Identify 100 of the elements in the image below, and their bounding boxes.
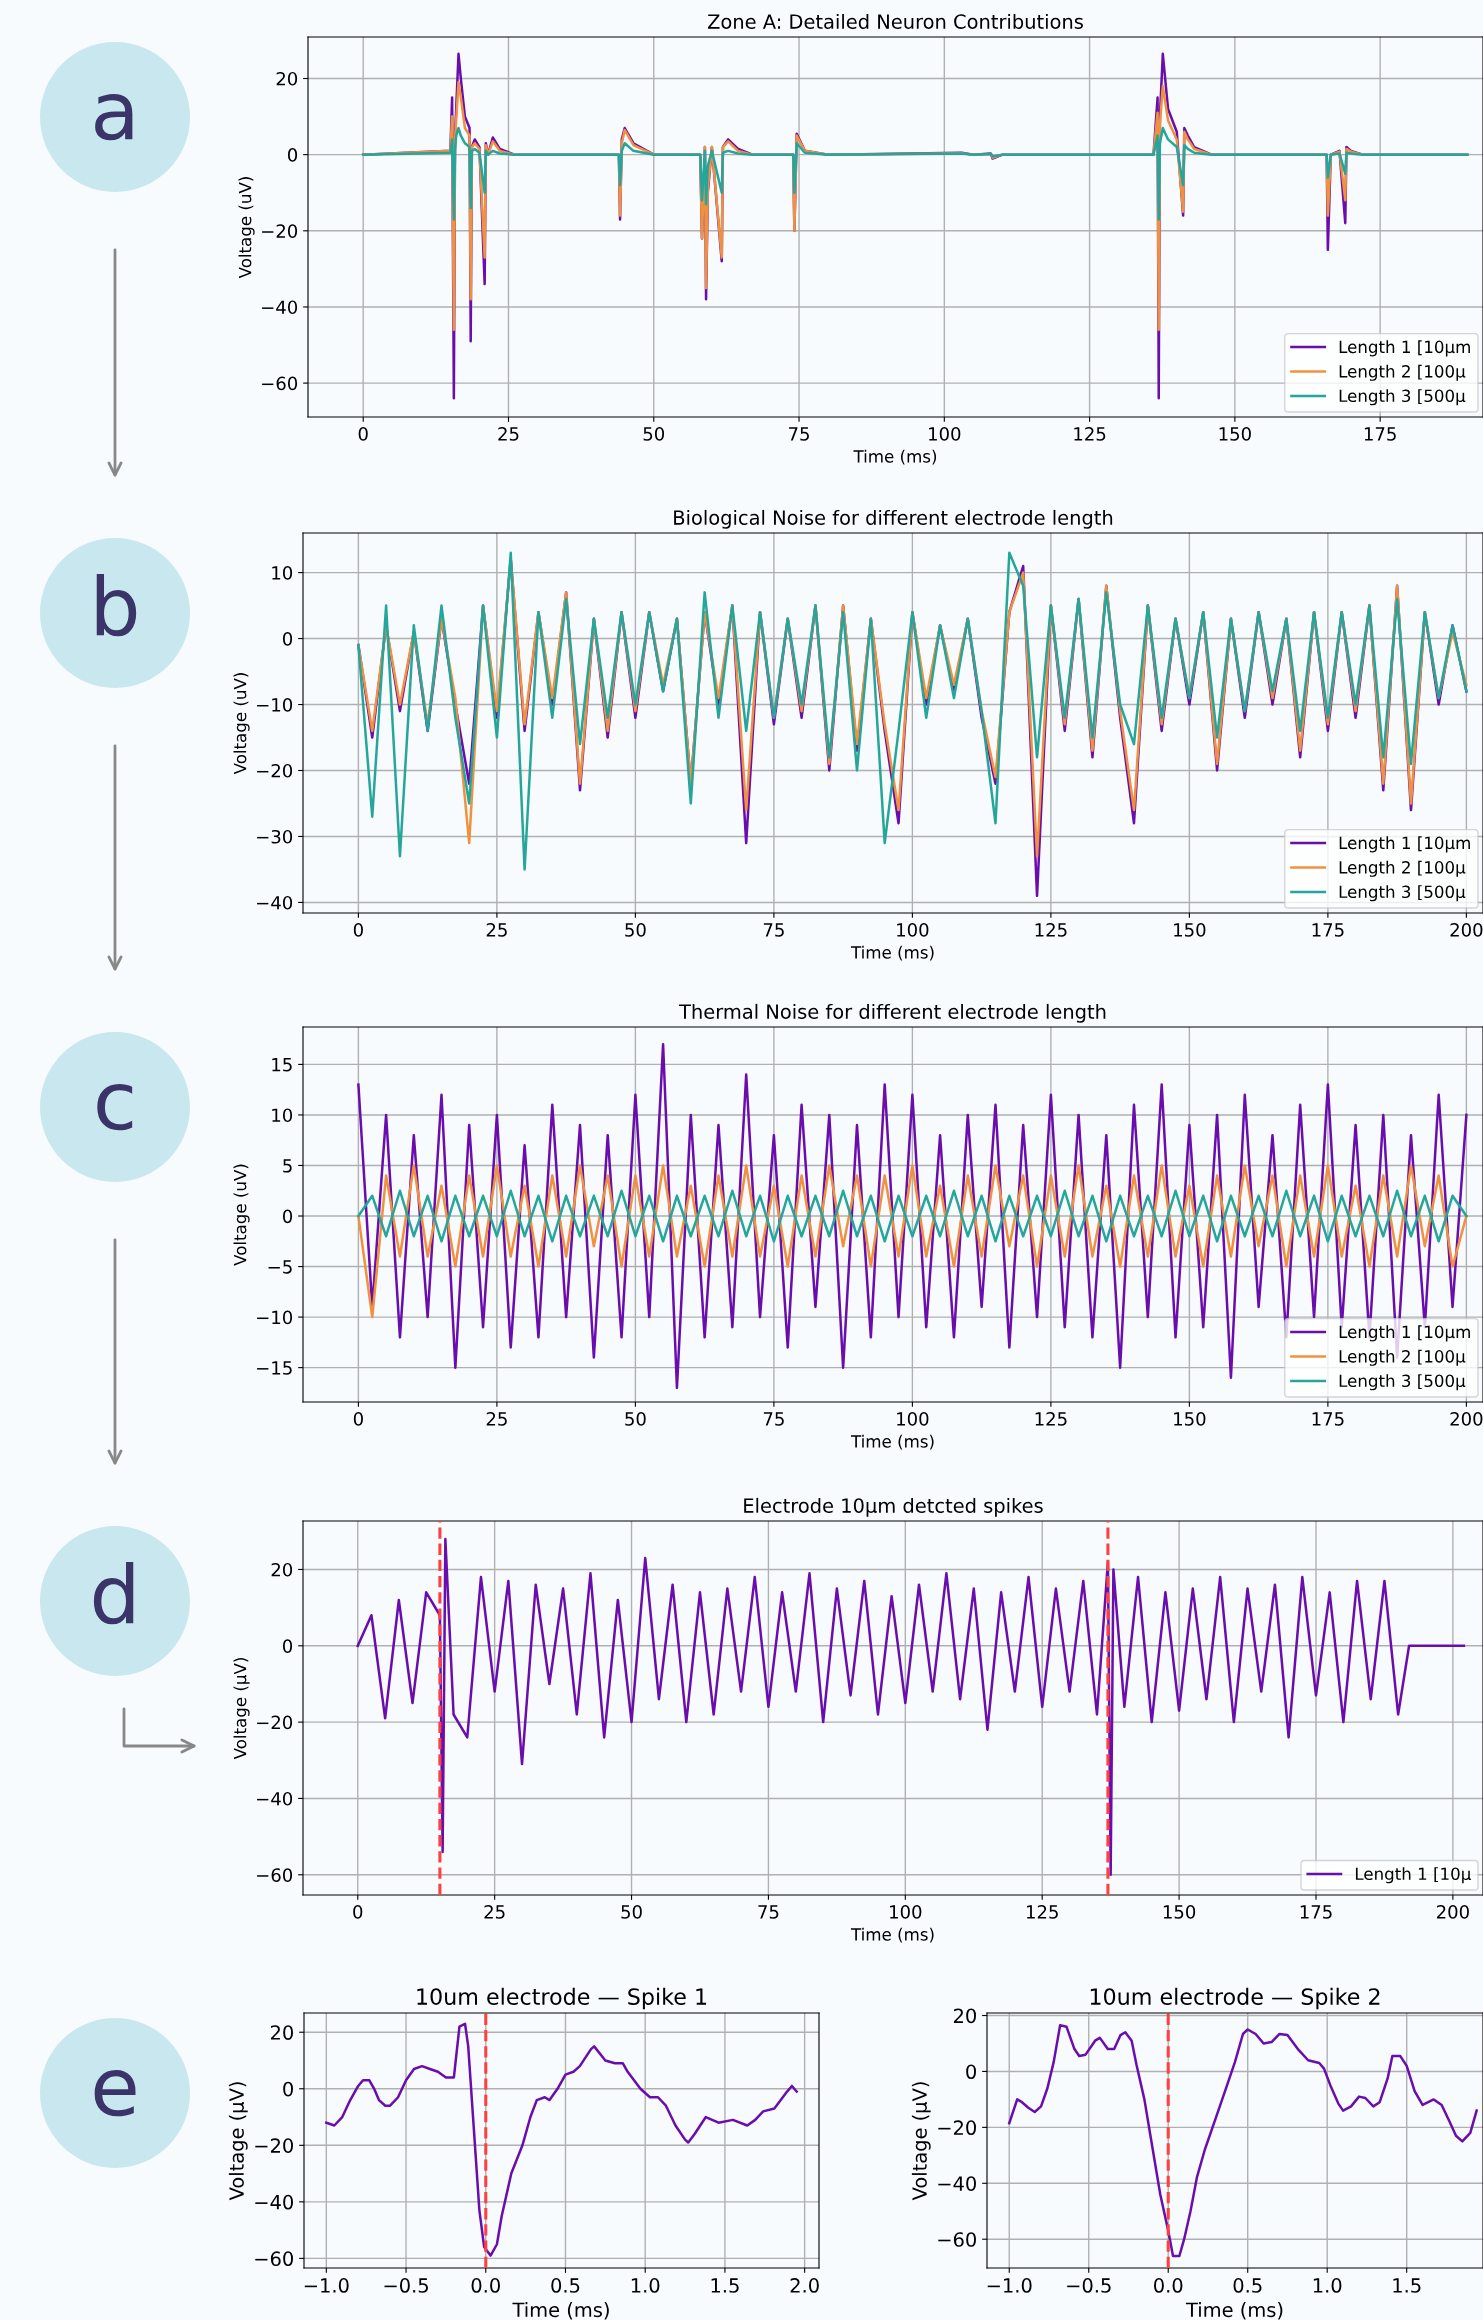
x-tick-label: 25 bbox=[486, 1412, 507, 1426]
y-tick-label: 10 bbox=[272, 566, 293, 580]
x-tick-label: 125 bbox=[1035, 923, 1067, 937]
legend-label: Length 3 [500µ bbox=[1339, 885, 1466, 902]
y-tick-label: −60 bbox=[255, 2251, 293, 2267]
legend-label: Length 2 [100µ bbox=[1339, 1349, 1466, 1366]
y-axis-title: Voltage (µV) bbox=[233, 1658, 250, 1760]
legend-label: Length 1 [10µ bbox=[1355, 1867, 1471, 1884]
y-tick-label: 0 bbox=[282, 1639, 293, 1653]
y-tick-label: −5 bbox=[268, 1260, 292, 1274]
x-tick-label: 200 bbox=[1436, 1905, 1469, 1919]
y-tick-label: −40 bbox=[257, 895, 293, 910]
y-tick-label: 20 bbox=[271, 1562, 293, 1577]
x-tick-label: 0.0 bbox=[471, 2278, 500, 2293]
x-tick-label: 1.5 bbox=[1393, 2278, 1421, 2293]
x-tick-label: 0.5 bbox=[1233, 2278, 1262, 2293]
x-tick-label: 175 bbox=[1312, 923, 1344, 937]
x-tick-label: 1.0 bbox=[1313, 2278, 1342, 2293]
x-tick-label: 175 bbox=[1300, 1905, 1332, 1919]
y-tick-label: −60 bbox=[257, 1868, 293, 1882]
chart-title: Zone A: Detailed Neuron Contributions bbox=[707, 13, 1083, 29]
y-tick-label: −60 bbox=[938, 2232, 976, 2247]
chart-title: Thermal Noise for different electrode length bbox=[678, 1003, 1106, 1023]
y-axis-title: Voltage (µV) bbox=[911, 2082, 931, 2201]
y-tick-label: 0 bbox=[287, 148, 298, 162]
x-tick-label: 0 bbox=[353, 923, 363, 937]
y-tick-label: 0 bbox=[282, 1209, 293, 1224]
chart-title: Biological Noise for different electrode length bbox=[674, 509, 1113, 529]
x-tick-label: 150 bbox=[1174, 1412, 1206, 1426]
x-tick-label: −0.5 bbox=[1067, 2278, 1111, 2293]
legend-label: Length 3 [500µ bbox=[1339, 1374, 1466, 1391]
x-tick-label: 0 bbox=[358, 427, 368, 441]
x-tick-label: 0 bbox=[353, 1412, 363, 1426]
y-tick-label: 5 bbox=[283, 1159, 292, 1173]
x-tick-label: 150 bbox=[1174, 923, 1206, 937]
chart-title: 10um electrode — Spike 1 bbox=[417, 1987, 707, 2010]
x-tick-label: 75 bbox=[789, 427, 809, 441]
x-tick-label: 25 bbox=[486, 923, 507, 937]
x-tick-label: 50 bbox=[625, 923, 646, 937]
x-tick-label: 75 bbox=[763, 1412, 784, 1426]
y-tick-label: −20 bbox=[257, 763, 293, 778]
x-tick-label: 100 bbox=[897, 923, 929, 937]
x-tick-label: 50 bbox=[643, 427, 665, 441]
y-tick-label: −15 bbox=[257, 1361, 292, 1375]
x-tick-label: 0.0 bbox=[1154, 2278, 1183, 2293]
x-axis-title: Time (ms) bbox=[853, 449, 937, 465]
x-tick-label: −1.0 bbox=[987, 2278, 1032, 2293]
x-tick-label: 150 bbox=[1163, 1905, 1196, 1919]
y-tick-label: −10 bbox=[257, 1310, 293, 1325]
x-tick-label: 25 bbox=[484, 1905, 505, 1919]
text: b bbox=[96, 574, 137, 637]
x-tick-label: −1.0 bbox=[304, 2278, 349, 2293]
y-tick-label: 20 bbox=[276, 71, 298, 86]
legend-label: Length 3 [500µ bbox=[1339, 389, 1466, 406]
x-tick-label: 1.5 bbox=[711, 2278, 739, 2293]
x-axis-title: Time (ms) bbox=[1185, 2302, 1283, 2320]
text: c bbox=[97, 1084, 133, 1131]
x-tick-label: 200 bbox=[1450, 923, 1483, 937]
y-tick-label: 20 bbox=[270, 2025, 293, 2040]
x-tick-label: 100 bbox=[890, 1905, 922, 1919]
x-tick-label: 100 bbox=[929, 427, 961, 441]
y-tick-label: −40 bbox=[262, 300, 298, 315]
y-tick-label: 10 bbox=[272, 1108, 293, 1123]
y-tick-label: 15 bbox=[272, 1058, 292, 1072]
x-tick-label: 50 bbox=[621, 1905, 642, 1919]
x-tick-label: 75 bbox=[763, 923, 784, 937]
x-tick-label: 25 bbox=[498, 427, 519, 441]
y-tick-label: −20 bbox=[938, 2120, 976, 2136]
x-tick-label: 100 bbox=[897, 1412, 929, 1426]
y-tick-label: −60 bbox=[262, 376, 298, 391]
legend-label: Length 2 [100µ bbox=[1339, 364, 1466, 381]
x-tick-label: 1.0 bbox=[631, 2278, 660, 2293]
y-tick-label: 0 bbox=[282, 632, 293, 646]
x-axis-title: Time (ms) bbox=[850, 945, 934, 961]
x-tick-label: 75 bbox=[758, 1905, 779, 1919]
x-tick-label: 125 bbox=[1035, 1412, 1067, 1426]
y-axis-title: Voltage (µV) bbox=[228, 2082, 248, 2201]
y-axis-title: Voltage (uV) bbox=[233, 1164, 250, 1266]
y-tick-label: −20 bbox=[257, 1715, 293, 1730]
chart-title: Electrode 10µm detcted spikes bbox=[744, 1497, 1043, 1517]
x-tick-label: 2.0 bbox=[790, 2278, 819, 2293]
y-tick-label: −40 bbox=[257, 1791, 293, 1806]
legend-label: Length 1 [10µm bbox=[1339, 836, 1470, 853]
x-axis-title: Time (ms) bbox=[850, 1434, 934, 1450]
y-tick-label: 20 bbox=[953, 2008, 976, 2024]
x-axis-title: Time (ms) bbox=[512, 2302, 609, 2320]
y-axis-title: Voltage (uV) bbox=[238, 177, 255, 279]
x-tick-label: 125 bbox=[1026, 1905, 1058, 1919]
y-axis-title: Voltage (uV) bbox=[233, 673, 250, 775]
y-tick-label: −20 bbox=[255, 2138, 293, 2153]
x-axis-title: Time (ms) bbox=[850, 1927, 934, 1943]
x-tick-label: 200 bbox=[1450, 1412, 1483, 1426]
y-tick-label: 0 bbox=[283, 2081, 293, 2097]
x-tick-label: 175 bbox=[1364, 427, 1396, 441]
y-tick-label: 0 bbox=[966, 2064, 976, 2080]
text: e bbox=[94, 2070, 136, 2117]
x-tick-label: −0.5 bbox=[384, 2278, 428, 2293]
chart-title: 10um electrode — Spike 2 bbox=[1090, 1987, 1380, 2010]
y-tick-label: −10 bbox=[257, 697, 293, 712]
x-tick-label: 150 bbox=[1219, 427, 1251, 441]
